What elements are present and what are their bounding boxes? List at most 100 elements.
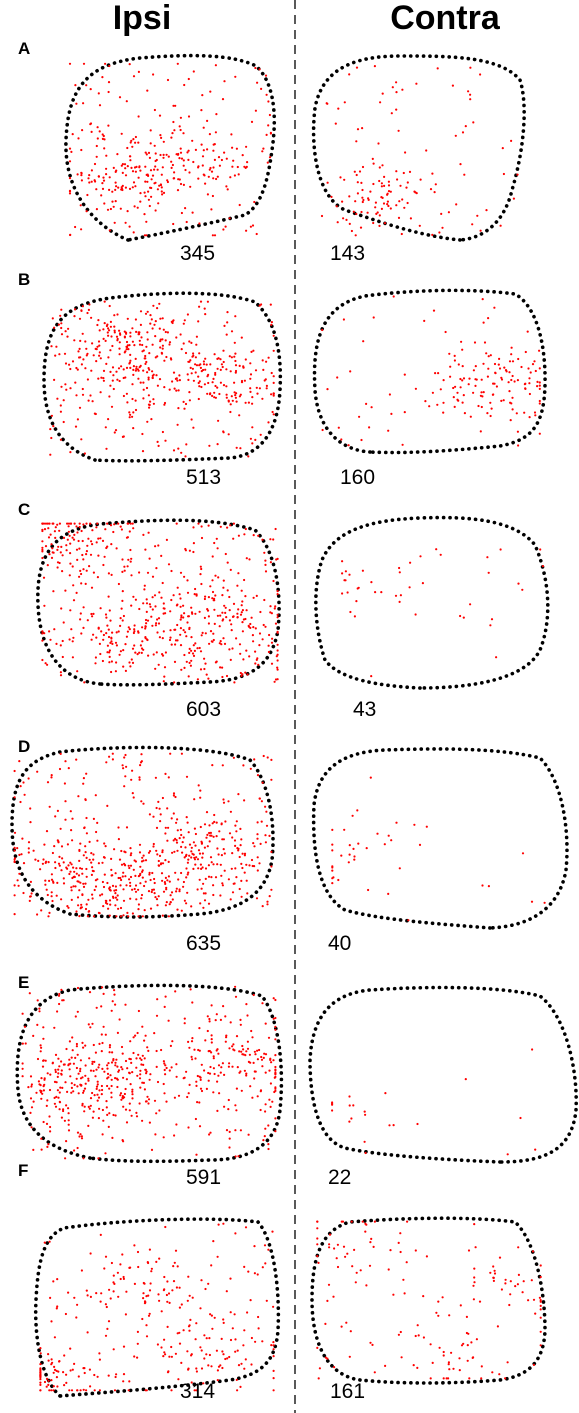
labelled-cell-dot (471, 1356, 474, 1359)
labelled-cell-dot (193, 858, 197, 861)
labelled-cell-dot (254, 1053, 257, 1056)
labelled-cell-dot (82, 358, 85, 361)
labelled-cell-dot (105, 447, 108, 450)
labelled-cell-dot (131, 383, 134, 386)
labelled-cell-dot (400, 1356, 403, 1359)
labelled-cell-dot (406, 1220, 409, 1223)
labelled-cell-dot (103, 1267, 106, 1270)
labelled-cell-dot (62, 1063, 65, 1066)
labelled-cell-dot (129, 335, 132, 338)
labelled-cell-dot (348, 844, 351, 847)
labelled-cell-dot (66, 843, 69, 846)
labelled-cell-dot (64, 760, 67, 763)
labelled-cell-dot (145, 602, 149, 605)
labelled-cell-dot (80, 906, 83, 909)
labelled-cell-dot (80, 867, 84, 870)
labelled-cell-dot (91, 893, 94, 896)
labelled-cell-dot (73, 1149, 76, 1152)
labelled-cell-dot (210, 170, 214, 173)
labelled-cell-dot (157, 1293, 160, 1296)
labelled-cell-dot (48, 1088, 52, 1092)
labelled-cell-dot (383, 184, 386, 187)
labelled-cell-dot (212, 177, 215, 180)
labelled-cell-dot (158, 1257, 161, 1260)
labelled-cell-dot (121, 875, 124, 878)
labelled-cell-dot (360, 181, 363, 184)
labelled-cell-dot (47, 1143, 50, 1146)
labelled-cell-dot (59, 404, 62, 407)
labelled-cell-dot (184, 455, 187, 458)
labelled-cell-dot (214, 371, 217, 375)
labelled-cell-dot (146, 1095, 149, 1098)
labelled-cell-dot (39, 1383, 42, 1386)
labelled-cell-dot (154, 320, 157, 323)
labelled-cell-dot (383, 175, 386, 178)
labelled-cell-dot (243, 1265, 246, 1268)
labelled-cell-dot (133, 1282, 136, 1285)
labelled-cell-dot (129, 522, 132, 525)
labelled-cell-dot (39, 868, 42, 871)
labelled-cell-dot (267, 100, 270, 103)
labelled-cell-dot (106, 1064, 109, 1067)
labelled-cell-dot (122, 376, 125, 380)
labelled-cell-dot (188, 1083, 191, 1086)
labelled-cell-dot (226, 311, 229, 314)
labelled-cell-dot (127, 522, 130, 525)
labelled-cell-dot (215, 660, 218, 663)
labelled-cell-dot (137, 630, 140, 633)
labelled-cell-dot (272, 538, 275, 541)
labelled-cell-dot (145, 1335, 149, 1338)
labelled-cell-dot (216, 1369, 219, 1372)
labelled-cell-dot (153, 594, 157, 597)
labelled-cell-dot (492, 382, 495, 385)
labelled-cell-dot (112, 166, 115, 169)
labelled-cell-dot (100, 194, 103, 197)
labelled-cell-dot (197, 375, 200, 378)
labelled-cell-dot (194, 148, 197, 151)
labelled-cell-dot (171, 380, 174, 383)
labelled-cell-dot (79, 618, 82, 621)
labelled-cell-dot (79, 881, 82, 884)
labelled-cell-dot (125, 1290, 128, 1293)
labelled-cell-dot (110, 335, 113, 338)
labelled-cell-dot (539, 1308, 542, 1311)
labelled-cell-dot (70, 1091, 73, 1094)
labelled-cell-dot (81, 872, 84, 875)
labelled-cell-dot (186, 621, 189, 624)
labelled-cell-dot (538, 381, 541, 384)
labelled-cell-dot (131, 340, 134, 343)
labelled-cell-dot (107, 635, 111, 639)
labelled-cell-dot (64, 383, 67, 386)
labelled-cell-dot (82, 606, 85, 609)
labelled-cell-dot (128, 1109, 131, 1112)
labelled-cell-dot (157, 202, 160, 205)
labelled-cell-dot (91, 529, 94, 532)
labelled-cell-dot (450, 1351, 453, 1354)
labelled-cell-dot (274, 527, 277, 531)
labelled-cell-dot (136, 1250, 140, 1254)
section-outline-ipsi (36, 518, 281, 687)
labelled-cell-dot (127, 626, 130, 629)
labelled-cell-dot (229, 176, 232, 179)
labelled-cell-dot (107, 595, 110, 598)
labelled-cell-dot (353, 170, 356, 173)
labelled-cell-dot (39, 1367, 42, 1370)
labelled-cell-dot (387, 834, 390, 837)
labelled-cell-dot (231, 891, 235, 894)
labelled-cell-dot (189, 664, 192, 667)
labelled-cell-dot (59, 752, 62, 756)
labelled-cell-dot (276, 590, 279, 593)
labelled-cell-dot (153, 144, 156, 147)
labelled-cell-dot (182, 322, 185, 325)
labelled-cell-dot (491, 1371, 494, 1374)
labelled-cell-dot (519, 1116, 522, 1120)
labelled-cell-dot (98, 1389, 101, 1392)
labelled-cell-dot (32, 1034, 35, 1037)
labelled-cell-dot (110, 573, 113, 577)
labelled-cell-dot (274, 1086, 277, 1089)
labelled-cell-dot (521, 852, 525, 855)
labelled-cell-dot (58, 855, 61, 859)
labelled-cell-dot (357, 842, 360, 845)
labelled-cell-dot (121, 619, 124, 622)
labelled-cell-dot (215, 821, 218, 824)
